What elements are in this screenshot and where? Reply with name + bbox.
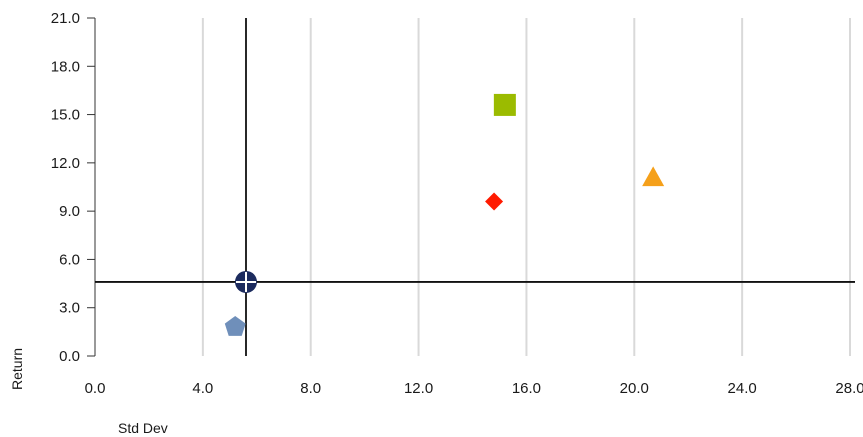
y-tick-label: 21.0 bbox=[51, 10, 80, 27]
x-tick-label: 4.0 bbox=[192, 380, 213, 397]
y-tick-label: 18.0 bbox=[51, 58, 80, 75]
y-tick-label: 6.0 bbox=[59, 251, 80, 268]
axes bbox=[87, 17, 96, 357]
x-tick-label: 16.0 bbox=[512, 380, 541, 397]
reference-lines bbox=[95, 18, 855, 356]
triangle-marker bbox=[642, 166, 665, 187]
y-axis-label: Return bbox=[9, 348, 25, 390]
x-tick-label: 28.0 bbox=[835, 380, 863, 397]
data-points bbox=[224, 93, 665, 336]
y-tick-label: 3.0 bbox=[59, 300, 80, 317]
x-tick-label: 12.0 bbox=[404, 380, 433, 397]
pentagon-marker bbox=[224, 316, 246, 336]
crosshair-circle-marker bbox=[235, 270, 257, 293]
grid-lines bbox=[201, 18, 851, 356]
square-marker bbox=[493, 93, 516, 116]
x-tick-label: 20.0 bbox=[620, 380, 649, 397]
y-tick-label: 0.0 bbox=[59, 348, 80, 365]
y-tick-label: 9.0 bbox=[59, 203, 80, 220]
x-tick-label: 24.0 bbox=[728, 380, 757, 397]
tick-labels: 0.0 4.0 8.0 12.0 16.0 20.0 24.0 28.0 0.0 3.0 6.0 9.… bbox=[51, 10, 863, 397]
x-tick-label: 8.0 bbox=[300, 380, 321, 397]
x-axis-label: Std Dev bbox=[118, 420, 168, 436]
diamond-marker bbox=[485, 192, 504, 211]
y-tick-label: 15.0 bbox=[51, 107, 80, 124]
y-tick-label: 12.0 bbox=[51, 155, 80, 172]
x-tick-label: 0.0 bbox=[85, 380, 106, 397]
